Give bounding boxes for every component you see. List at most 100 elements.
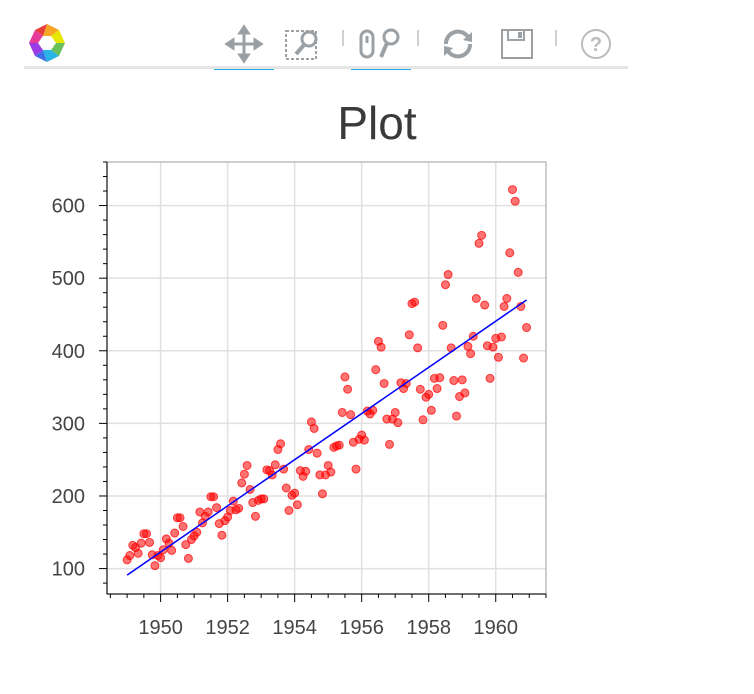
reset-icon xyxy=(443,29,473,59)
scatter-point xyxy=(287,490,297,500)
scatter-point xyxy=(471,293,481,303)
scatter-point xyxy=(354,434,364,444)
scatter-point xyxy=(139,529,149,539)
scatter-point xyxy=(396,378,406,388)
toolbar-underline xyxy=(24,66,628,69)
scatter-point xyxy=(284,506,294,516)
scatter-point xyxy=(438,320,448,330)
scatter-point xyxy=(351,464,361,474)
scatter-point xyxy=(446,343,456,353)
scatter-point xyxy=(429,373,439,383)
scatter-point xyxy=(158,545,168,555)
scatter-point xyxy=(519,353,529,363)
scatter-point xyxy=(488,342,498,352)
scatter-point xyxy=(281,483,291,493)
save-tool-button[interactable] xyxy=(487,22,547,68)
scatter-point xyxy=(522,323,532,333)
x-tick-label: 1956 xyxy=(339,617,384,639)
scatter-point xyxy=(507,185,517,195)
scatter-point xyxy=(220,516,230,526)
scatter-point xyxy=(147,550,157,560)
y-tick-label: 400 xyxy=(52,341,85,363)
wheel-zoom-icon xyxy=(359,28,400,59)
scatter-point xyxy=(301,466,311,476)
scatter-point xyxy=(421,392,431,402)
reset-tool-button[interactable] xyxy=(428,22,488,68)
scatter-point xyxy=(290,488,300,498)
scatter-point xyxy=(323,460,333,470)
toolbar-separator xyxy=(417,30,419,46)
scatter-point xyxy=(320,470,330,480)
scatter-point xyxy=(156,553,166,563)
scatter-point xyxy=(407,299,417,309)
scatter-point xyxy=(365,409,375,419)
scatter-point xyxy=(418,415,428,425)
scatter-point xyxy=(153,551,163,561)
scatter-point xyxy=(259,494,269,504)
scatter-point xyxy=(189,531,199,541)
scatter-point xyxy=(234,503,244,513)
scatter-point xyxy=(326,467,336,477)
scatter-point xyxy=(513,267,523,277)
chart-title: Plot xyxy=(337,97,417,149)
scatter-point xyxy=(457,375,467,385)
scatter-point xyxy=(237,478,247,488)
scatter-point xyxy=(172,513,182,523)
plot-frame xyxy=(106,161,547,595)
scatter-point xyxy=(329,442,339,452)
scatter-point xyxy=(265,466,275,476)
scatter-point xyxy=(248,498,258,508)
scatter-point xyxy=(225,506,235,516)
scatter-point xyxy=(505,248,515,258)
scatter-point xyxy=(253,495,263,505)
scatter-point xyxy=(136,538,146,548)
x-tick-label: 1954 xyxy=(272,617,317,639)
help-tool-button[interactable]: ? xyxy=(566,22,626,68)
scatter-point xyxy=(332,441,342,451)
help-icon: ? xyxy=(581,29,611,59)
scatter-point xyxy=(304,445,314,455)
scatter-point xyxy=(245,484,255,494)
wheel-zoom-tool-button[interactable] xyxy=(351,22,411,70)
svg-text:?: ? xyxy=(590,34,602,56)
scatter-point xyxy=(145,537,155,547)
x-tick-label: 1958 xyxy=(406,617,451,639)
scatter-point xyxy=(161,534,171,544)
scatter-point xyxy=(170,528,180,538)
scatter-point xyxy=(306,417,316,427)
scatter-point xyxy=(200,511,210,521)
scatter-point xyxy=(435,373,445,383)
scatter-point xyxy=(499,301,509,311)
y-tick-label: 500 xyxy=(52,268,85,290)
scatter-point xyxy=(317,489,327,499)
scatter-point xyxy=(426,405,436,415)
scatter-point xyxy=(312,448,322,458)
scatter-point xyxy=(217,530,227,540)
scatter-point xyxy=(242,460,252,470)
box-zoom-tool-button[interactable] xyxy=(276,22,336,68)
scatter-point xyxy=(223,512,233,522)
bokeh-logo-icon xyxy=(26,22,68,64)
scatter-points xyxy=(122,185,532,571)
scatter-point xyxy=(262,465,272,475)
scatter-point xyxy=(133,548,143,558)
scatter-point xyxy=(340,372,350,382)
scatter-point xyxy=(510,196,520,206)
scatter-point xyxy=(452,411,462,421)
scatter-point xyxy=(455,392,465,402)
scatter-point xyxy=(231,505,241,515)
pan-tool-button[interactable] xyxy=(214,22,274,70)
scatter-point xyxy=(309,423,319,433)
scatter-point xyxy=(379,378,389,388)
scatter-point xyxy=(164,538,174,548)
chart-grid xyxy=(107,162,546,594)
scatter-point xyxy=(468,331,478,341)
scatter-point xyxy=(373,336,383,346)
scatter-point xyxy=(493,352,503,362)
box-zoom-icon xyxy=(285,30,318,60)
scatter-point xyxy=(256,494,266,504)
scatter-point xyxy=(477,230,487,240)
toolbar-separator xyxy=(342,30,344,46)
scatter-point xyxy=(276,439,286,449)
scatter-point xyxy=(192,527,202,537)
